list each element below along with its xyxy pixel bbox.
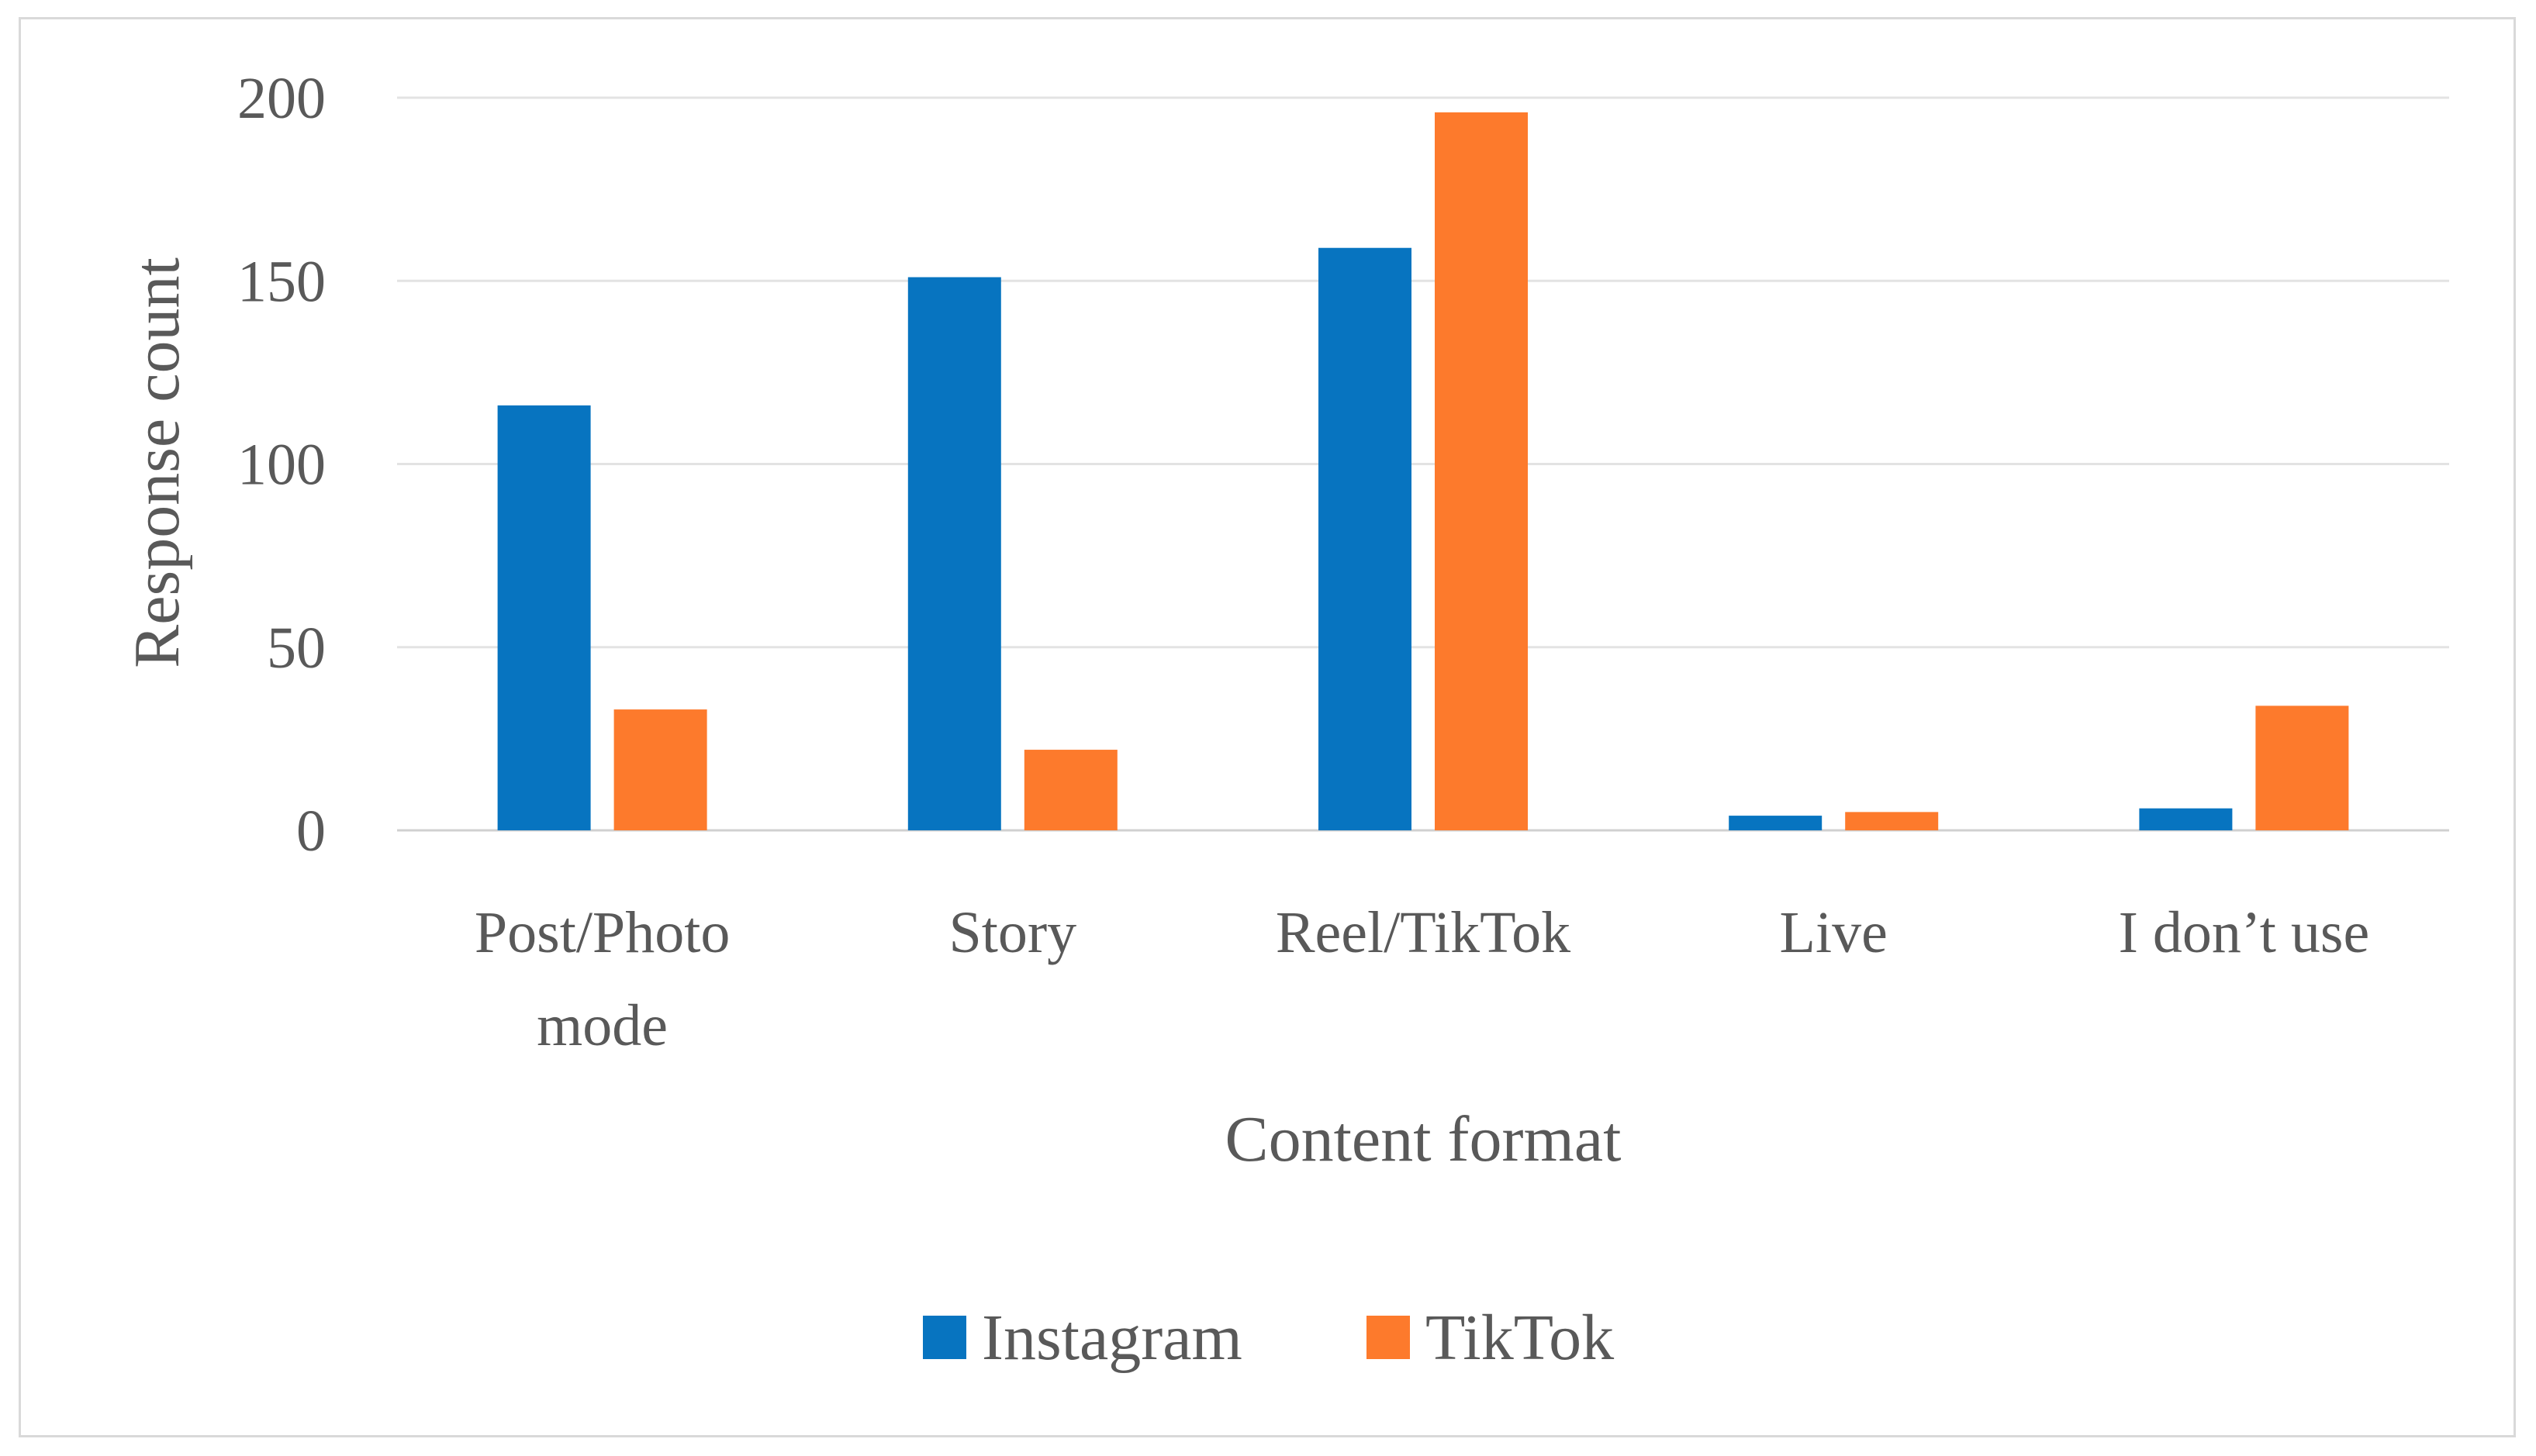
bar-instagram (907, 277, 1001, 830)
y-tick-label: 50 (267, 616, 326, 681)
x-tick-label: Story (948, 900, 1076, 965)
y-tick-label: 150 (237, 249, 326, 314)
legend-swatch-instagram (923, 1316, 966, 1359)
bar-tiktok (2255, 706, 2349, 830)
bar-instagram (497, 405, 591, 830)
y-tick-label: 0 (296, 799, 326, 864)
legend-label-instagram: Instagram (982, 1302, 1242, 1374)
x-tick-label: Live (1780, 900, 1888, 965)
x-tick-label: Reel/TikTok (1276, 900, 1570, 965)
bars (497, 112, 2349, 831)
x-tick-label: I don’t use (2119, 900, 2370, 965)
legend-swatch-tiktok (1366, 1316, 1410, 1359)
y-axis-ticks: 0 50 100 150 200 (237, 66, 326, 864)
bar-tiktok (1845, 812, 1939, 830)
x-tick-label: Post/Photo (475, 900, 730, 965)
legend: Instagram TikTok (923, 1302, 1614, 1374)
bar-tiktok (1024, 750, 1118, 830)
gridlines (397, 96, 2449, 832)
legend-label-tiktok: TikTok (1425, 1302, 1614, 1374)
y-axis-title: Response count (121, 257, 193, 668)
x-axis-title: Content format (1225, 1103, 1622, 1175)
bar-tiktok (613, 709, 707, 830)
x-tick-label: mode (537, 993, 668, 1058)
bar-instagram (2139, 808, 2233, 830)
y-tick-label: 200 (237, 66, 326, 131)
chart-frame (19, 17, 2516, 1437)
y-tick-label: 100 (237, 433, 326, 498)
bar-tiktok (1435, 112, 1528, 830)
bar-instagram (1318, 247, 1411, 831)
bar-instagram (1729, 816, 1823, 830)
x-axis-ticks: Post/Photo mode Story Reel/TikTok Live I don’… (475, 900, 2369, 1058)
